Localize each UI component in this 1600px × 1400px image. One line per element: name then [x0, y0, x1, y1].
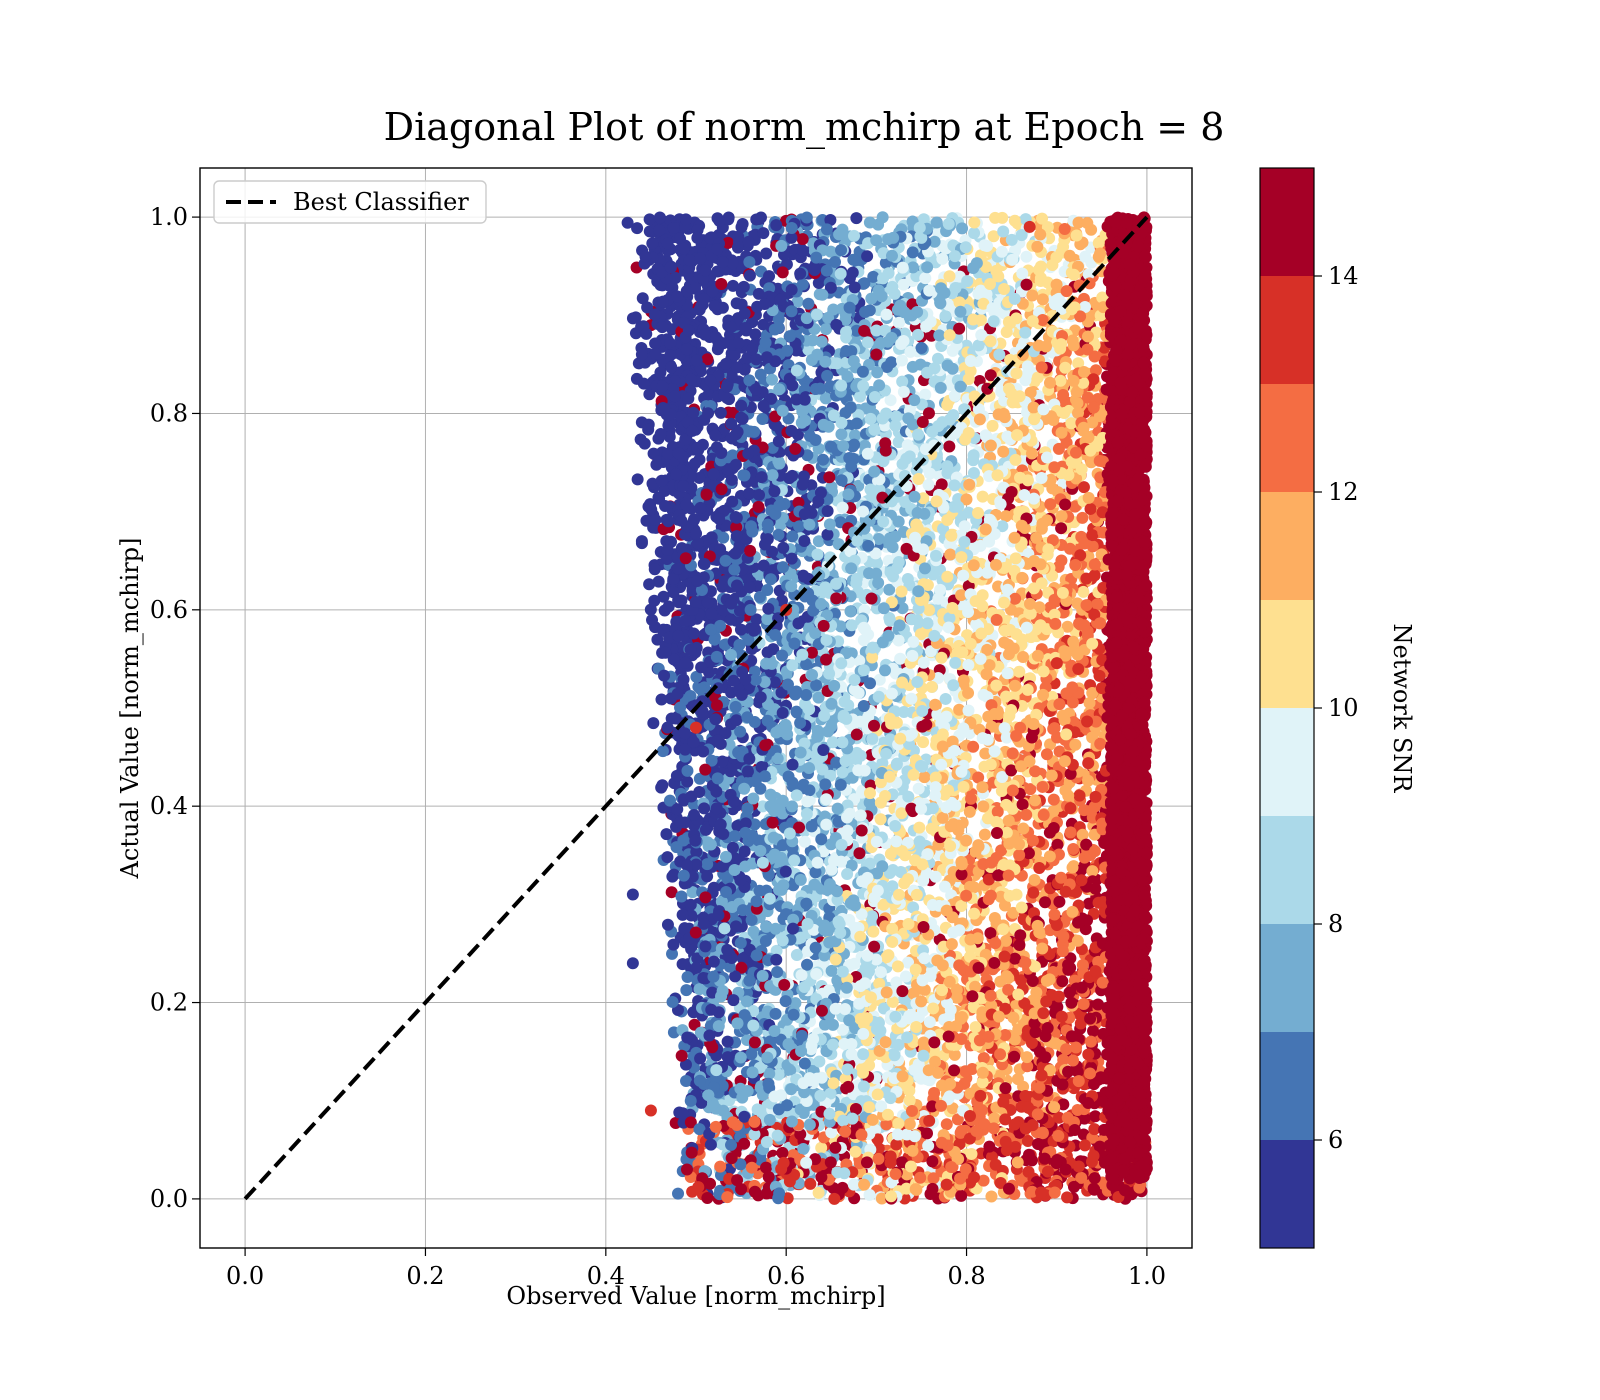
scatter-point-2162	[790, 948, 803, 961]
scatter-point-4827	[1048, 1101, 1061, 1114]
scatter-point-4448	[996, 211, 1009, 224]
scatter-point-1230	[701, 858, 714, 871]
scatter-point-4814	[976, 490, 989, 503]
scatter-point-3982	[802, 297, 815, 310]
scatter-point-4946	[956, 222, 969, 235]
scatter-point-4726	[835, 428, 848, 441]
scatter-point-1012	[791, 295, 804, 308]
scatter-point-2932	[935, 478, 948, 491]
scatter-point-3891	[1055, 554, 1068, 567]
scatter-point-3969	[660, 828, 673, 841]
scatter-point-3650	[691, 231, 704, 244]
scatter-point-2057	[984, 369, 997, 382]
scatter-point-2950	[756, 413, 769, 426]
scatter-point-3318	[939, 692, 952, 705]
scatter-point-2536	[978, 239, 991, 252]
scatter-point-4822	[643, 213, 656, 226]
scatter-point-2375	[749, 328, 762, 341]
scatter-point-3887	[978, 828, 991, 841]
scatter-point-4813	[642, 423, 655, 436]
scatter-point-1236	[917, 736, 930, 749]
scatter-point-1834	[899, 970, 912, 983]
scatter-point-613	[919, 388, 932, 401]
scatter-point-1510	[902, 956, 915, 969]
scatter-point-4777	[772, 321, 785, 334]
scatter-point-2800	[648, 563, 661, 576]
scatter-point-4148	[763, 270, 776, 283]
scatter-point-4854	[962, 659, 975, 672]
scatter-point-4970	[891, 960, 904, 973]
scatter-point-277	[666, 947, 679, 960]
scatter-point-3365	[850, 212, 863, 225]
scatter-point-3934	[1082, 757, 1095, 770]
scatter-point-2226	[655, 693, 668, 706]
scatter-point-2410	[940, 1118, 953, 1131]
scatter-point-4716	[725, 473, 738, 486]
scatter-point-4507	[1014, 929, 1027, 942]
scatter-point-183	[812, 535, 825, 548]
scatter-point-2170	[802, 343, 815, 356]
scatter-point-3452	[661, 918, 674, 931]
scatter-point-3906	[656, 779, 669, 792]
scatter-point-3096	[647, 717, 660, 730]
scatter-point-4455	[735, 221, 748, 234]
scatter-point-1903	[931, 352, 944, 365]
scatter-point-2016	[906, 360, 919, 373]
scatter-point-3060	[1016, 267, 1029, 280]
scatter-point-3122	[772, 528, 785, 541]
scatter-point-3847	[897, 278, 910, 291]
chart-title: Diagonal Plot of norm_mchirp at Epoch = …	[384, 105, 1225, 150]
scatter-point-4937	[1077, 585, 1090, 598]
scatter-point-4768	[910, 888, 923, 901]
scatter-point-857	[892, 436, 905, 449]
scatter-point-730	[667, 938, 680, 951]
scatter-point-46	[987, 230, 1000, 243]
scatter-point-1812	[665, 886, 678, 899]
scatter-point-4387	[1025, 447, 1038, 460]
scatter-point-4621	[1034, 228, 1047, 241]
scatter-point-4890	[717, 531, 730, 544]
scatter-point-2223	[667, 868, 680, 881]
scatter-point-2353	[907, 901, 920, 914]
scatter-point-4420	[680, 1075, 693, 1088]
scatter-point-4714	[764, 788, 777, 801]
scatter-point-4397	[939, 310, 952, 323]
scatter-point-1420	[857, 634, 870, 647]
scatter-point-3488	[1026, 834, 1039, 847]
scatter-point-4529	[1040, 748, 1053, 761]
scatter-point-4865	[680, 984, 693, 997]
scatter-point-2156	[790, 705, 803, 718]
scatter-point-4591	[1031, 371, 1044, 384]
scatter-point-2698	[1087, 1024, 1100, 1037]
scatter-point-1410	[1089, 1110, 1102, 1123]
scatter-point-4857	[705, 607, 718, 620]
scatter-point-4590	[747, 925, 760, 938]
scatter-point-2083	[943, 440, 956, 453]
scatter-point-4727	[737, 280, 750, 293]
scatter-point-3357	[701, 1192, 714, 1205]
scatter-points	[621, 211, 1153, 1205]
scatter-point-1563	[790, 789, 803, 802]
scatter-point-4554	[985, 1190, 998, 1203]
scatter-point-3613	[815, 1141, 828, 1154]
scatter-point-1323	[932, 468, 945, 481]
scatter-point-876	[883, 583, 896, 596]
